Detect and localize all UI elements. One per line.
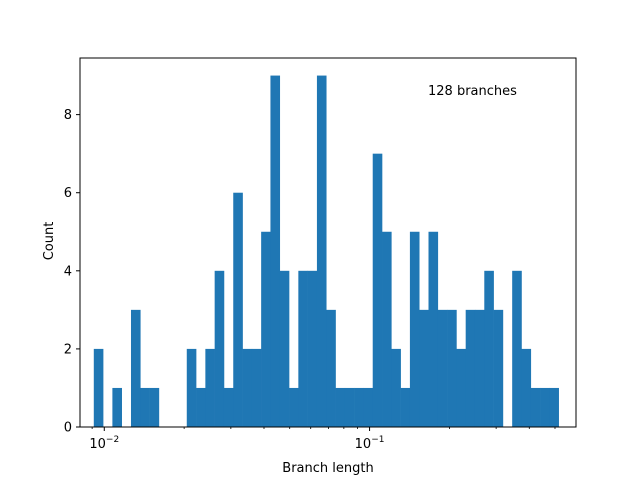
y-tick-label: 2 — [64, 342, 72, 357]
histogram-bar — [316, 75, 327, 427]
histogram-bar — [140, 387, 150, 427]
histogram-bar — [242, 348, 253, 427]
histogram-bar — [549, 387, 559, 427]
histogram-bar — [419, 309, 429, 427]
histogram-bar — [447, 309, 457, 427]
histogram-bar — [270, 75, 281, 427]
histogram-bar — [149, 387, 160, 427]
histogram-bar — [326, 309, 336, 427]
histogram-bar — [112, 387, 122, 427]
histogram-bar — [428, 231, 439, 427]
histogram-bar — [456, 348, 466, 427]
y-axis-label: Count — [42, 222, 57, 261]
histogram-bar — [335, 387, 346, 427]
histogram-bar — [474, 309, 485, 427]
y-tick-label: 0 — [64, 421, 72, 436]
x-tick-label: 10−2 — [89, 435, 119, 452]
histogram-bar — [233, 192, 243, 427]
histogram-bar — [307, 270, 318, 427]
histogram-bar — [493, 309, 504, 427]
plot-frame — [79, 57, 577, 428]
y-tick-label: 6 — [64, 186, 72, 201]
histogram-bar — [223, 387, 234, 427]
histogram-bar — [196, 387, 206, 427]
histogram-bar — [530, 387, 541, 427]
histogram-bar — [279, 270, 290, 427]
histogram-bar — [261, 231, 271, 427]
x-axis-ticks: 10−2 10−1 — [89, 427, 556, 452]
histogram-bar — [540, 387, 550, 427]
bars-group — [93, 75, 559, 428]
branch-count-annotation: 128 branches — [428, 84, 517, 99]
histogram-bar — [214, 270, 225, 427]
histogram-bar — [382, 231, 392, 427]
y-axis-ticks: 0 2 4 6 8 — [64, 108, 80, 436]
histogram-bar — [251, 348, 262, 427]
histogram-bar — [521, 348, 532, 427]
histogram-bar — [298, 270, 308, 427]
histogram-bar — [130, 309, 141, 427]
y-tick-label: 4 — [64, 264, 72, 279]
histogram-bar — [437, 309, 448, 427]
histogram-bar — [409, 231, 420, 427]
histogram-bar — [400, 387, 411, 427]
histogram-bar — [289, 387, 299, 427]
y-tick-label: 8 — [64, 108, 72, 123]
x-tick-label: 10−1 — [355, 435, 385, 452]
histogram-bar — [354, 387, 364, 427]
histogram-bar — [391, 348, 401, 427]
histogram-bar — [465, 309, 476, 427]
histogram-bar — [344, 387, 355, 427]
x-axis-label: Branch length — [282, 461, 373, 476]
histogram-bar — [484, 270, 494, 427]
histogram-bar — [93, 348, 104, 427]
histogram-bar — [512, 270, 522, 427]
histogram-bar — [363, 387, 374, 427]
histogram-bar — [205, 348, 215, 427]
histogram-bar — [372, 153, 383, 428]
histogram-bar — [186, 348, 197, 427]
